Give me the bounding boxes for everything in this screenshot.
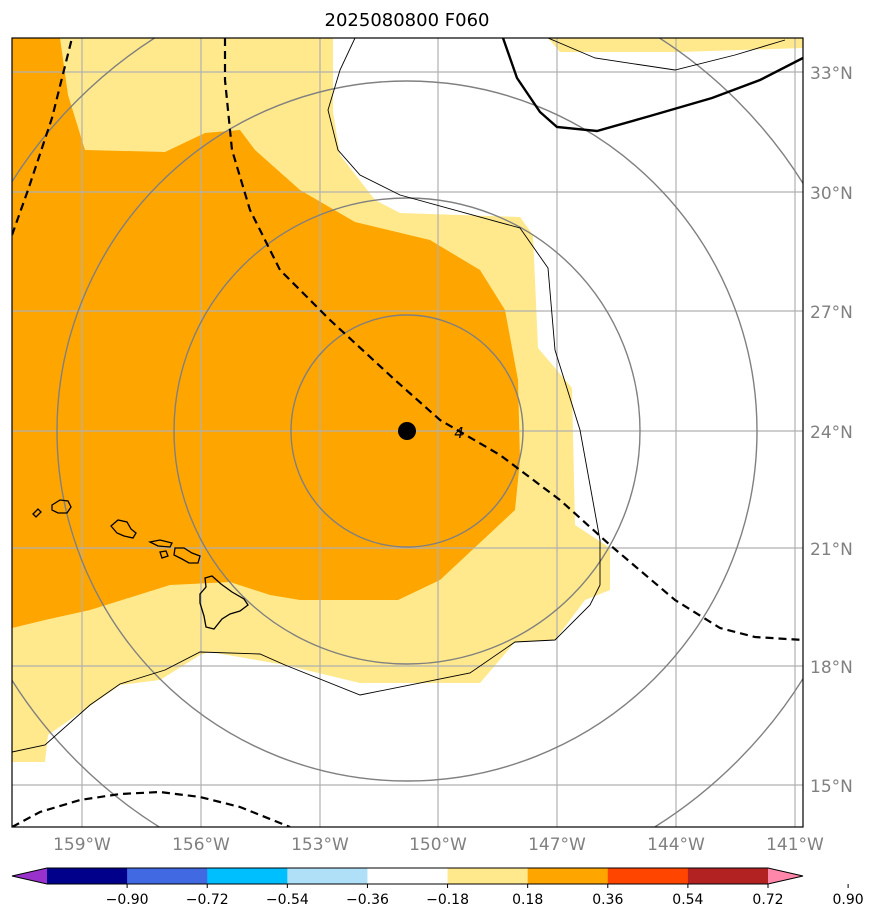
colorbar-tick-label: 0.18: [512, 892, 543, 908]
lat-label: 15°N: [810, 777, 853, 797]
colorbar-extend-low: [12, 868, 47, 884]
colorbar-tick-label: 0.72: [752, 892, 783, 908]
latitude-labels: 33°N 30°N 27°N 24°N 21°N 18°N 15°N: [810, 64, 853, 797]
colorbar-extend-high: [768, 868, 803, 884]
map-area: 4: [12, 38, 803, 827]
colorbar-swatch: [607, 868, 689, 884]
colorbar-tick-label: −0.72: [186, 892, 229, 908]
orange-fill: [12, 38, 520, 628]
lat-label: 27°N: [810, 303, 853, 323]
lat-label: 18°N: [810, 658, 853, 678]
lat-label: 24°N: [810, 423, 853, 443]
colorbar-tick-label: −0.18: [426, 892, 469, 908]
lon-label: 147°W: [528, 835, 586, 855]
lon-label: 150°W: [409, 835, 467, 855]
thin-boundary-line-top: [547, 38, 786, 71]
lat-label: 30°N: [810, 184, 853, 204]
map-title: 2025080800 F060: [325, 10, 490, 31]
longitude-labels: 159°W 156°W 153°W 150°W 147°W 144°W 141°…: [53, 835, 824, 855]
solid-contour: [501, 38, 803, 133]
colorbar-swatch: [287, 868, 368, 884]
colorbar-swatch: [127, 868, 208, 884]
colorbar-swatch: [367, 868, 449, 884]
lon-label: 153°W: [291, 835, 349, 855]
lon-label: 159°W: [53, 835, 111, 855]
colorbar-tick-label: −0.90: [106, 892, 149, 908]
lon-label: 141°W: [766, 835, 824, 855]
range-rings: [12, 38, 803, 827]
colorbar-swatch: [527, 868, 609, 884]
map-frame: [11, 37, 804, 828]
colorbar-tick-label: 0.36: [592, 892, 623, 908]
colorbar-swatch: [447, 868, 529, 884]
lat-label: 21°N: [810, 540, 853, 560]
colorbar-swatch: [207, 868, 288, 884]
thin-boundary-line: [12, 38, 601, 753]
colorbar-swatch: [47, 868, 128, 884]
contour-label: 4: [454, 424, 464, 442]
colorbar-outline: [11, 867, 804, 885]
colorbar-tick-label: −0.54: [266, 892, 309, 908]
colorbar-tick-label: 0.54: [672, 892, 703, 908]
lon-label: 156°W: [172, 835, 230, 855]
colorbar-swatch: [687, 868, 769, 884]
dashed-contours: [12, 38, 803, 827]
hawaii-islands: [32, 499, 249, 630]
colorbar: −0.90 −0.72 −0.54 −0.36 −0.18 0.18 0.36 0.54 0.7…: [11, 867, 864, 908]
storm-center-marker: [398, 422, 416, 440]
lon-label: 144°W: [647, 835, 705, 855]
colorbar-tick-label: −0.36: [346, 892, 389, 908]
lat-label: 33°N: [810, 64, 853, 84]
colorbar-tick-label: 0.90: [833, 892, 864, 908]
